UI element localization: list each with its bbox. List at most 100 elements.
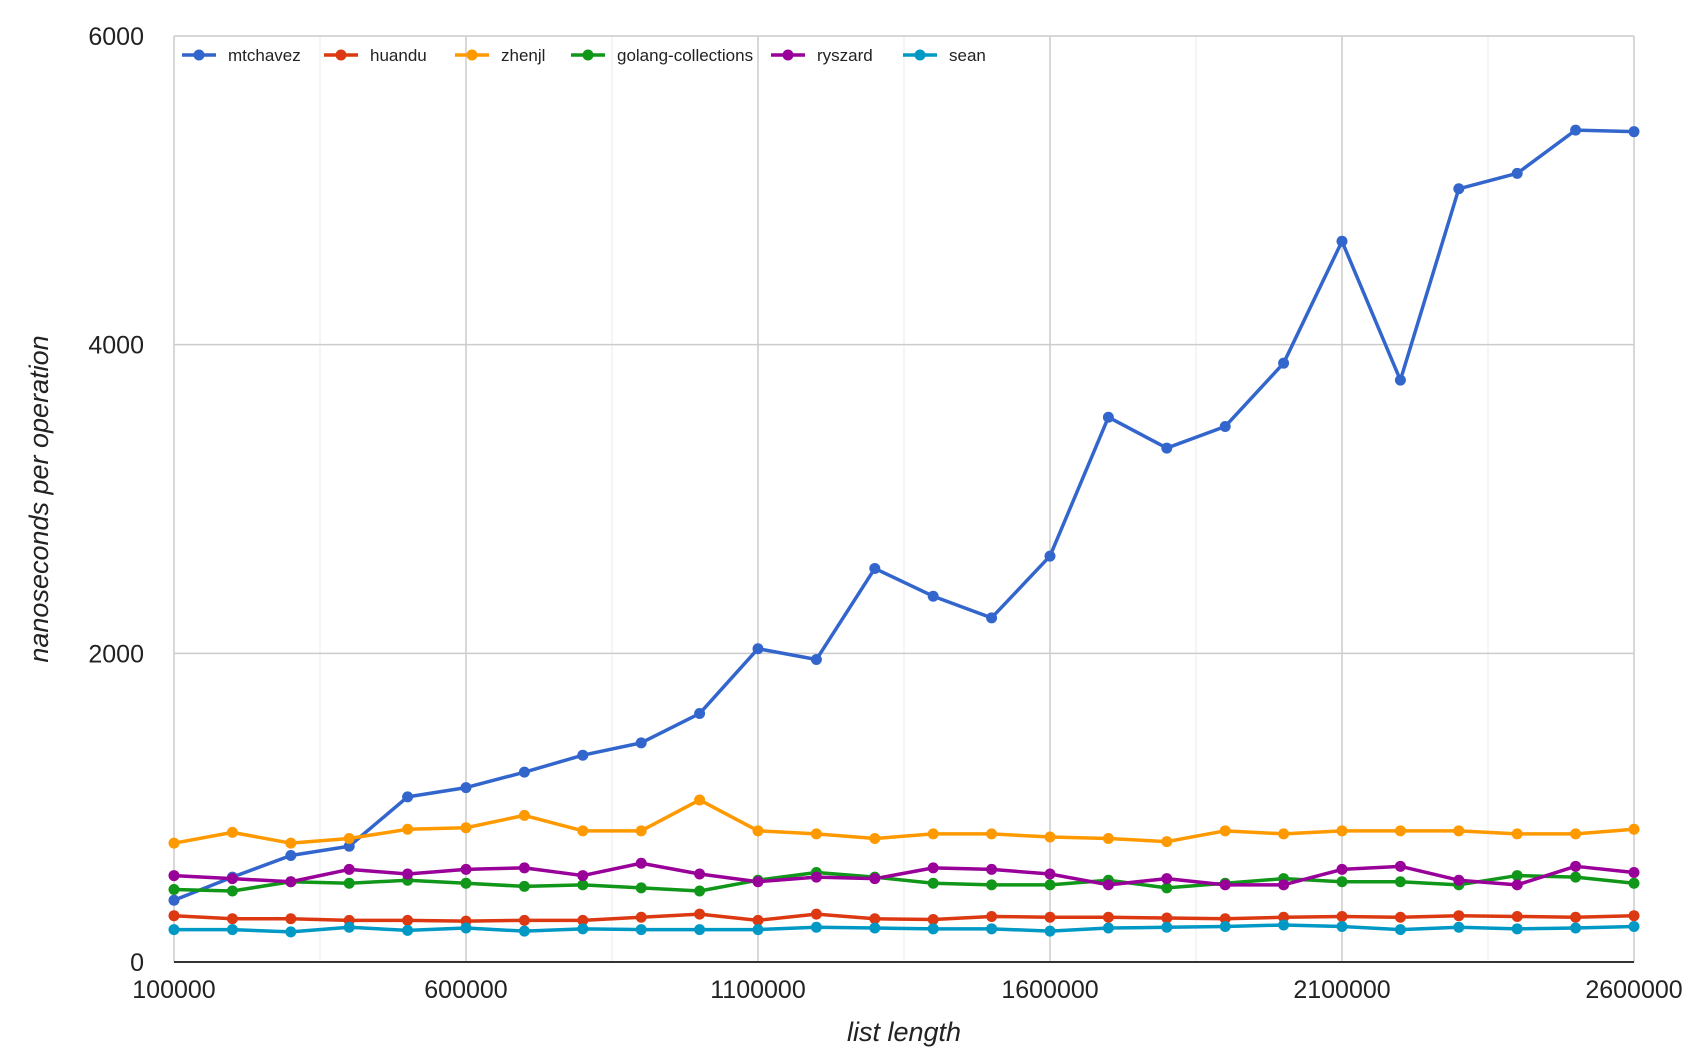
data-point-sean <box>1161 921 1173 933</box>
data-point-huandu <box>285 913 297 925</box>
data-point-ryszard <box>1394 860 1406 872</box>
data-point-sean <box>1570 922 1582 934</box>
data-point-huandu <box>402 914 414 926</box>
legend-label: ryszard <box>817 46 873 65</box>
series-line-ryszard <box>172 861 1636 887</box>
data-point-mtchavez <box>1102 411 1114 423</box>
data-point-mtchavez <box>1219 420 1231 432</box>
data-point-sean <box>869 922 881 934</box>
data-point-huandu <box>986 910 998 922</box>
data-point-mtchavez <box>402 791 414 803</box>
data-point-zhenjl <box>1511 828 1523 840</box>
legend: mtchavez huandu zhenjl golang-collections ry… <box>182 46 986 65</box>
data-point-zhenjl <box>810 828 822 840</box>
data-point-zhenjl <box>869 833 881 845</box>
data-point-ryszard <box>927 862 939 874</box>
data-point-ryszard <box>752 876 764 888</box>
legend-swatch-marker <box>193 49 205 61</box>
data-point-sean <box>343 921 355 933</box>
legend-swatch-marker <box>582 49 594 61</box>
data-point-zhenjl <box>1336 825 1348 837</box>
data-point-sean <box>226 924 238 936</box>
data-point-ryszard <box>1453 874 1465 886</box>
axes: 100000 600000 1100000 1600000 2100000 2600000… <box>88 23 1682 1004</box>
data-point-zhenjl <box>1628 823 1640 835</box>
data-point-sean <box>1394 924 1406 936</box>
data-point-sean <box>1278 919 1290 931</box>
data-point-zhenjl <box>1219 825 1231 837</box>
data-point-mtchavez <box>810 654 822 666</box>
legend-item-sean: sean <box>903 46 986 65</box>
legend-label: huandu <box>370 46 427 65</box>
series-lines <box>172 128 1636 934</box>
data-point-ryszard <box>285 876 297 888</box>
data-point-golang-collections <box>1628 877 1640 889</box>
data-point-ryszard <box>635 857 647 869</box>
data-point-zhenjl <box>927 828 939 840</box>
series-line-mtchavez <box>172 128 1636 903</box>
data-point-ryszard <box>168 870 180 882</box>
data-point-huandu <box>1336 910 1348 922</box>
data-point-mtchavez <box>694 708 706 720</box>
series-line-golang-collections <box>172 870 1636 893</box>
data-point-zhenjl <box>577 825 589 837</box>
data-point-sean <box>402 924 414 936</box>
data-point-sean <box>1336 921 1348 933</box>
data-point-ryszard <box>577 870 589 882</box>
data-point-golang-collections <box>1044 879 1056 891</box>
series-line-zhenjl <box>172 798 1636 845</box>
data-point-golang-collections <box>694 885 706 897</box>
data-point-golang-collections <box>577 879 589 891</box>
data-point-huandu <box>635 911 647 923</box>
data-point-ryszard <box>810 871 822 883</box>
data-point-huandu <box>1453 910 1465 922</box>
data-point-ryszard <box>1102 879 1114 891</box>
data-point-sean <box>1511 923 1523 935</box>
y-tick-label: 4000 <box>88 332 144 360</box>
data-point-ryszard <box>1044 868 1056 880</box>
data-point-ryszard <box>1278 879 1290 891</box>
data-point-sean <box>285 926 297 938</box>
x-tick-label: 100000 <box>132 976 215 1004</box>
data-point-zhenjl <box>635 825 647 837</box>
data-point-golang-collections <box>1570 871 1582 883</box>
data-point-huandu <box>518 914 530 926</box>
data-point-sean <box>927 923 939 935</box>
legend-swatch-marker <box>466 49 478 61</box>
data-point-golang-collections <box>1336 876 1348 888</box>
data-point-zhenjl <box>1570 828 1582 840</box>
data-point-zhenjl <box>343 833 355 845</box>
data-point-golang-collections <box>343 877 355 889</box>
data-point-sean <box>1453 921 1465 933</box>
data-point-mtchavez <box>1161 442 1173 454</box>
data-point-huandu <box>1102 911 1114 923</box>
data-point-mtchavez <box>285 850 297 862</box>
data-point-huandu <box>168 910 180 922</box>
data-point-mtchavez <box>1278 357 1290 369</box>
data-point-mtchavez <box>1511 167 1523 179</box>
data-point-mtchavez <box>635 737 647 749</box>
data-point-huandu <box>869 913 881 925</box>
data-point-mtchavez <box>168 894 180 906</box>
data-point-ryszard <box>460 863 472 875</box>
data-point-golang-collections <box>226 885 238 897</box>
x-tick-label: 1100000 <box>710 976 805 1004</box>
data-point-mtchavez <box>1394 374 1406 386</box>
data-point-ryszard <box>1628 866 1640 878</box>
data-point-golang-collections <box>986 879 998 891</box>
data-point-zhenjl <box>168 837 180 849</box>
data-point-sean <box>752 924 764 936</box>
data-point-mtchavez <box>1453 183 1465 195</box>
data-point-huandu <box>752 914 764 926</box>
data-point-golang-collections <box>168 883 180 895</box>
series-line-sean <box>172 923 1636 934</box>
data-point-ryszard <box>1570 860 1582 872</box>
data-point-sean <box>986 923 998 935</box>
legend-label: zhenjl <box>501 46 545 65</box>
y-axis-title: nanoseconds per operation <box>24 335 54 662</box>
data-point-zhenjl <box>694 794 706 806</box>
data-point-zhenjl <box>1161 836 1173 848</box>
data-point-ryszard <box>1219 879 1231 891</box>
